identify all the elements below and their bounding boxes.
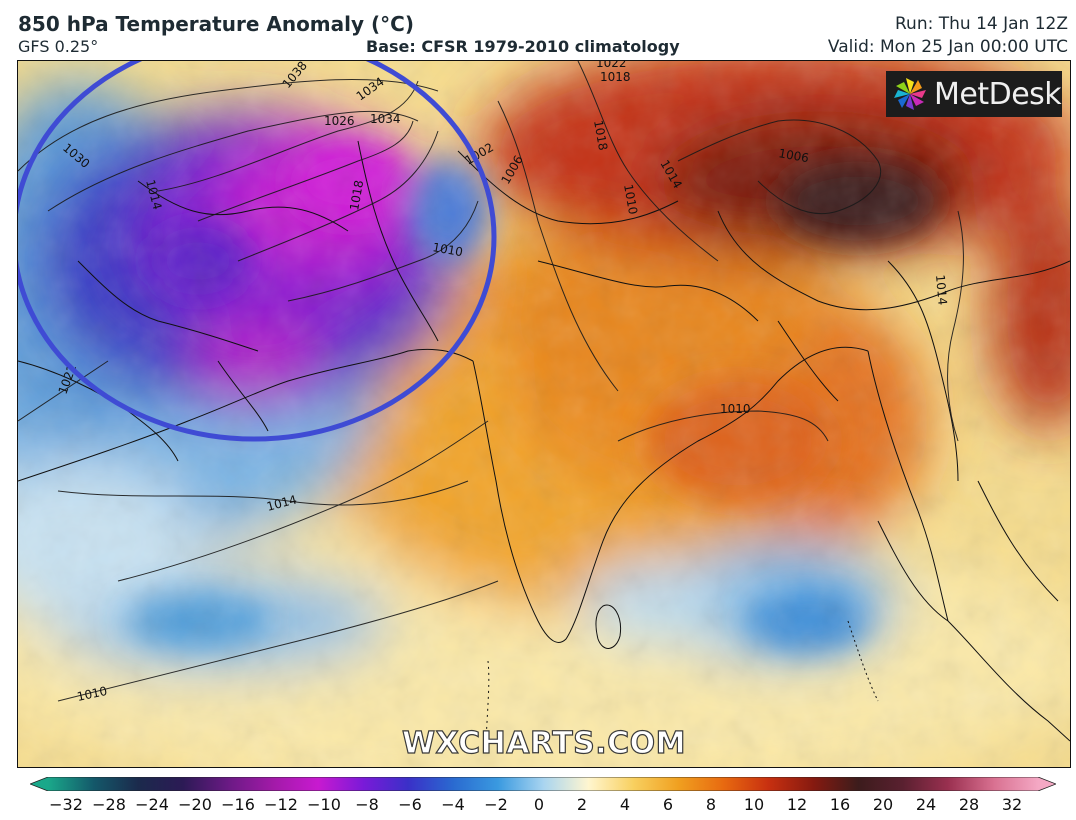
colorbar-tick-label: −2 [484, 795, 508, 814]
colorbar-tick-label: 8 [705, 795, 717, 814]
map-svg: 1030 1034 1038 1034 1026 1018 1010 1006 … [18, 61, 1070, 767]
colorbar-segment [858, 777, 904, 791]
metdesk-pinwheel-logo-icon [894, 78, 926, 110]
isobar-label: 1022 [596, 61, 627, 70]
colorbar-svg [28, 776, 1058, 792]
colorbar-segment [48, 777, 94, 791]
colorbar-segment [948, 777, 994, 791]
colorbar-tick-label: −28 [92, 795, 126, 814]
isobar-label: 1010 [76, 684, 109, 704]
colorbar-segment [453, 777, 499, 791]
colorbar-segment [93, 777, 139, 791]
isobar-label: 1010 [720, 402, 751, 416]
colorbar-tick-label: 6 [662, 795, 674, 814]
colorbar-tick-label: 20 [872, 795, 894, 814]
isobar-label: 1010 [621, 183, 640, 216]
colorbar-max-arrow [1038, 777, 1056, 791]
colorbar-segment [318, 777, 364, 791]
anomaly-map: 1030 1034 1038 1034 1026 1018 1010 1006 … [17, 60, 1071, 768]
colorbar-tick-label: 10 [743, 795, 765, 814]
isobars [18, 61, 964, 702]
colorbar-tick-label: 24 [915, 795, 937, 814]
isobar-label: 1034 [370, 112, 401, 126]
colorbar-segment [633, 777, 679, 791]
colorbar-segment [498, 777, 544, 791]
colorbar-tick-label: −32 [49, 795, 83, 814]
colorbar-segment [588, 777, 634, 791]
colorbar-segment [903, 777, 949, 791]
colorbar-segment [138, 777, 184, 791]
metdesk-logo: MetDesk [886, 71, 1062, 117]
isobar-label: 1014 [933, 274, 950, 306]
colorbar-segment [273, 777, 319, 791]
colorbar-min-arrow [30, 777, 48, 791]
coastlines [18, 140, 1070, 742]
isobar-label: 1026 [324, 114, 355, 128]
colorbar-tick-label: −24 [135, 795, 169, 814]
isobar-label: 1010 [431, 240, 464, 259]
colorbar-tick-label: −6 [398, 795, 422, 814]
colorbar-segment [363, 777, 409, 791]
isobar-label: 1018 [347, 179, 366, 212]
highlight-circle [18, 61, 497, 442]
climatology-base-label: Base: CFSR 1979-2010 climatology [366, 37, 680, 56]
colorbar-tick-label: −16 [221, 795, 255, 814]
colorbar-tick-label: 16 [829, 795, 851, 814]
wxcharts-watermark: WXCHARTS.COM [401, 725, 687, 761]
colorbar-segment [813, 777, 859, 791]
colorbar-segment [993, 777, 1039, 791]
colorbar-tick-label: −10 [307, 795, 341, 814]
colorbar-tick-label: 0 [533, 795, 545, 814]
colorbar-tick-label: 28 [958, 795, 980, 814]
colorbar-segment [768, 777, 814, 791]
colorbar-segment [408, 777, 454, 791]
colorbar-segment [228, 777, 274, 791]
valid-time-label: Valid: Mon 25 Jan 00:00 UTC [827, 37, 1068, 57]
colorbar-tick-label: 4 [619, 795, 631, 814]
colorbar-tick-label: −8 [355, 795, 379, 814]
colorbar-tick-label: 12 [786, 795, 808, 814]
metdesk-logo-text: MetDesk [934, 76, 1062, 112]
colorbar-tick-label: 32 [1001, 795, 1023, 814]
chart-title: 850 hPa Temperature Anomaly (°C) [18, 12, 414, 36]
colorbar-segment [678, 777, 724, 791]
colorbar-tick-labels: −32 −28 −24 −20 −16 −12 −10 −8 −6 −4 −2 0 2 4 6 8 10 12 16… [30, 794, 1056, 818]
colorbar-tick-label: −4 [441, 795, 465, 814]
colorbar-tick-label: −12 [264, 795, 298, 814]
field-texture [18, 61, 1070, 767]
colorbar-tick-label: −20 [178, 795, 212, 814]
isobar-label: 1006 [777, 146, 810, 165]
colorbar [28, 776, 1058, 792]
colorbar-segment [543, 777, 589, 791]
isobar-label: 1018 [600, 70, 631, 84]
isobar-label: 1018 [591, 119, 610, 152]
run-time-label: Run: Thu 14 Jan 12Z [895, 14, 1068, 34]
model-label: GFS 0.25° [18, 37, 99, 56]
colorbar-segment [183, 777, 229, 791]
colorbar-segment [723, 777, 769, 791]
colorbar-tick-label: 2 [576, 795, 588, 814]
